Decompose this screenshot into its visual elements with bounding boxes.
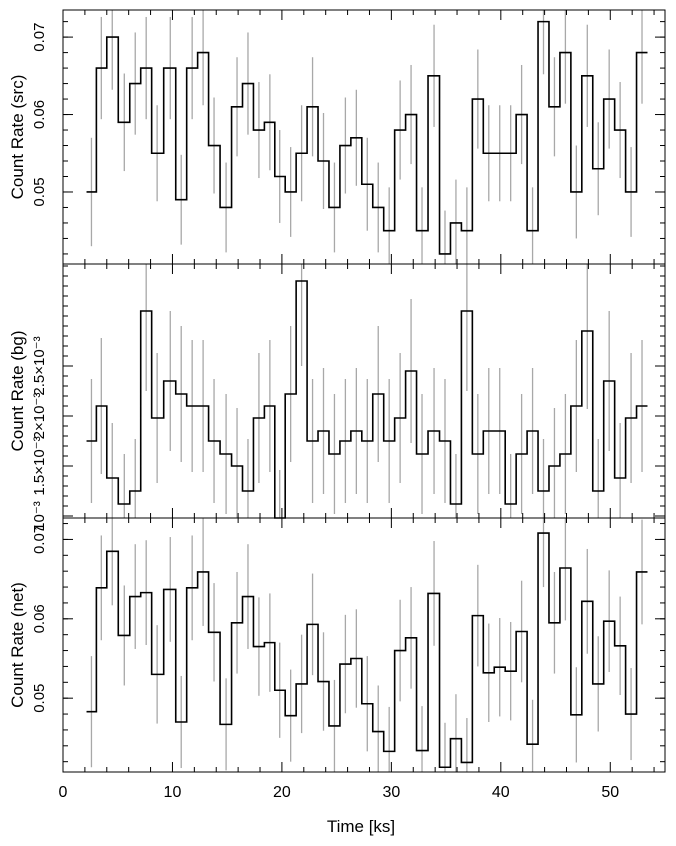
bg-ytick-label: 2×10⁻³ xyxy=(31,393,48,440)
bg-step-line xyxy=(86,280,648,519)
panel-net: 0.05 0.06 0.07 Count Rate (net) xyxy=(8,517,666,773)
bg-ytick-label: 1.5×10⁻³ xyxy=(31,436,48,495)
bg-ytick-label: 10⁻³ xyxy=(31,501,48,531)
net-ytick-label: 0.06 xyxy=(31,604,48,633)
net-step-line xyxy=(86,532,648,769)
bg-error-bars xyxy=(90,264,643,518)
bg-ylabel: Count Rate (bg) xyxy=(8,331,27,452)
bg-frame xyxy=(62,263,666,519)
net-ytick-label: 0.05 xyxy=(31,684,48,713)
panel-bg: 10⁻³ 1.5×10⁻³2×10⁻³2.5×10⁻³ Count Rate (b… xyxy=(8,263,666,531)
panel-src: 0.05 0.06 0.07 Count Rate (src) xyxy=(8,9,666,265)
bg-ticks: 10⁻³ 1.5×10⁻³2×10⁻³2.5×10⁻³ xyxy=(31,264,665,531)
src-ytick-label: 0.07 xyxy=(31,23,48,52)
src-frame xyxy=(62,9,666,265)
net-frame xyxy=(62,517,666,773)
net-error-bars xyxy=(90,518,643,772)
src-error-bars xyxy=(90,10,643,264)
net-ticks: 0.05 0.06 0.07 xyxy=(31,518,665,772)
x-axis-ticks: 0 10 20 30 40 50 xyxy=(59,784,620,801)
x-tick-label: 0 xyxy=(59,784,68,801)
net-ylabel: Count Rate (net) xyxy=(8,582,27,708)
x-tick-label: 50 xyxy=(601,784,619,801)
bg-ytick-label: 2.5×10⁻³ xyxy=(31,336,48,395)
src-step-line xyxy=(86,20,648,255)
x-axis-label: Time [ks] xyxy=(327,817,395,836)
src-ylabel: Count Rate (src) xyxy=(8,75,27,200)
x-tick-label: 10 xyxy=(164,784,182,801)
net-ytick-label: 0.07 xyxy=(31,525,48,554)
src-ytick-label: 0.05 xyxy=(31,177,48,206)
x-tick-label: 20 xyxy=(273,784,291,801)
x-tick-label: 40 xyxy=(492,784,510,801)
src-ytick-label: 0.06 xyxy=(31,100,48,129)
src-ticks: 0.05 0.06 0.07 xyxy=(31,10,665,264)
x-tick-label: 30 xyxy=(382,784,400,801)
